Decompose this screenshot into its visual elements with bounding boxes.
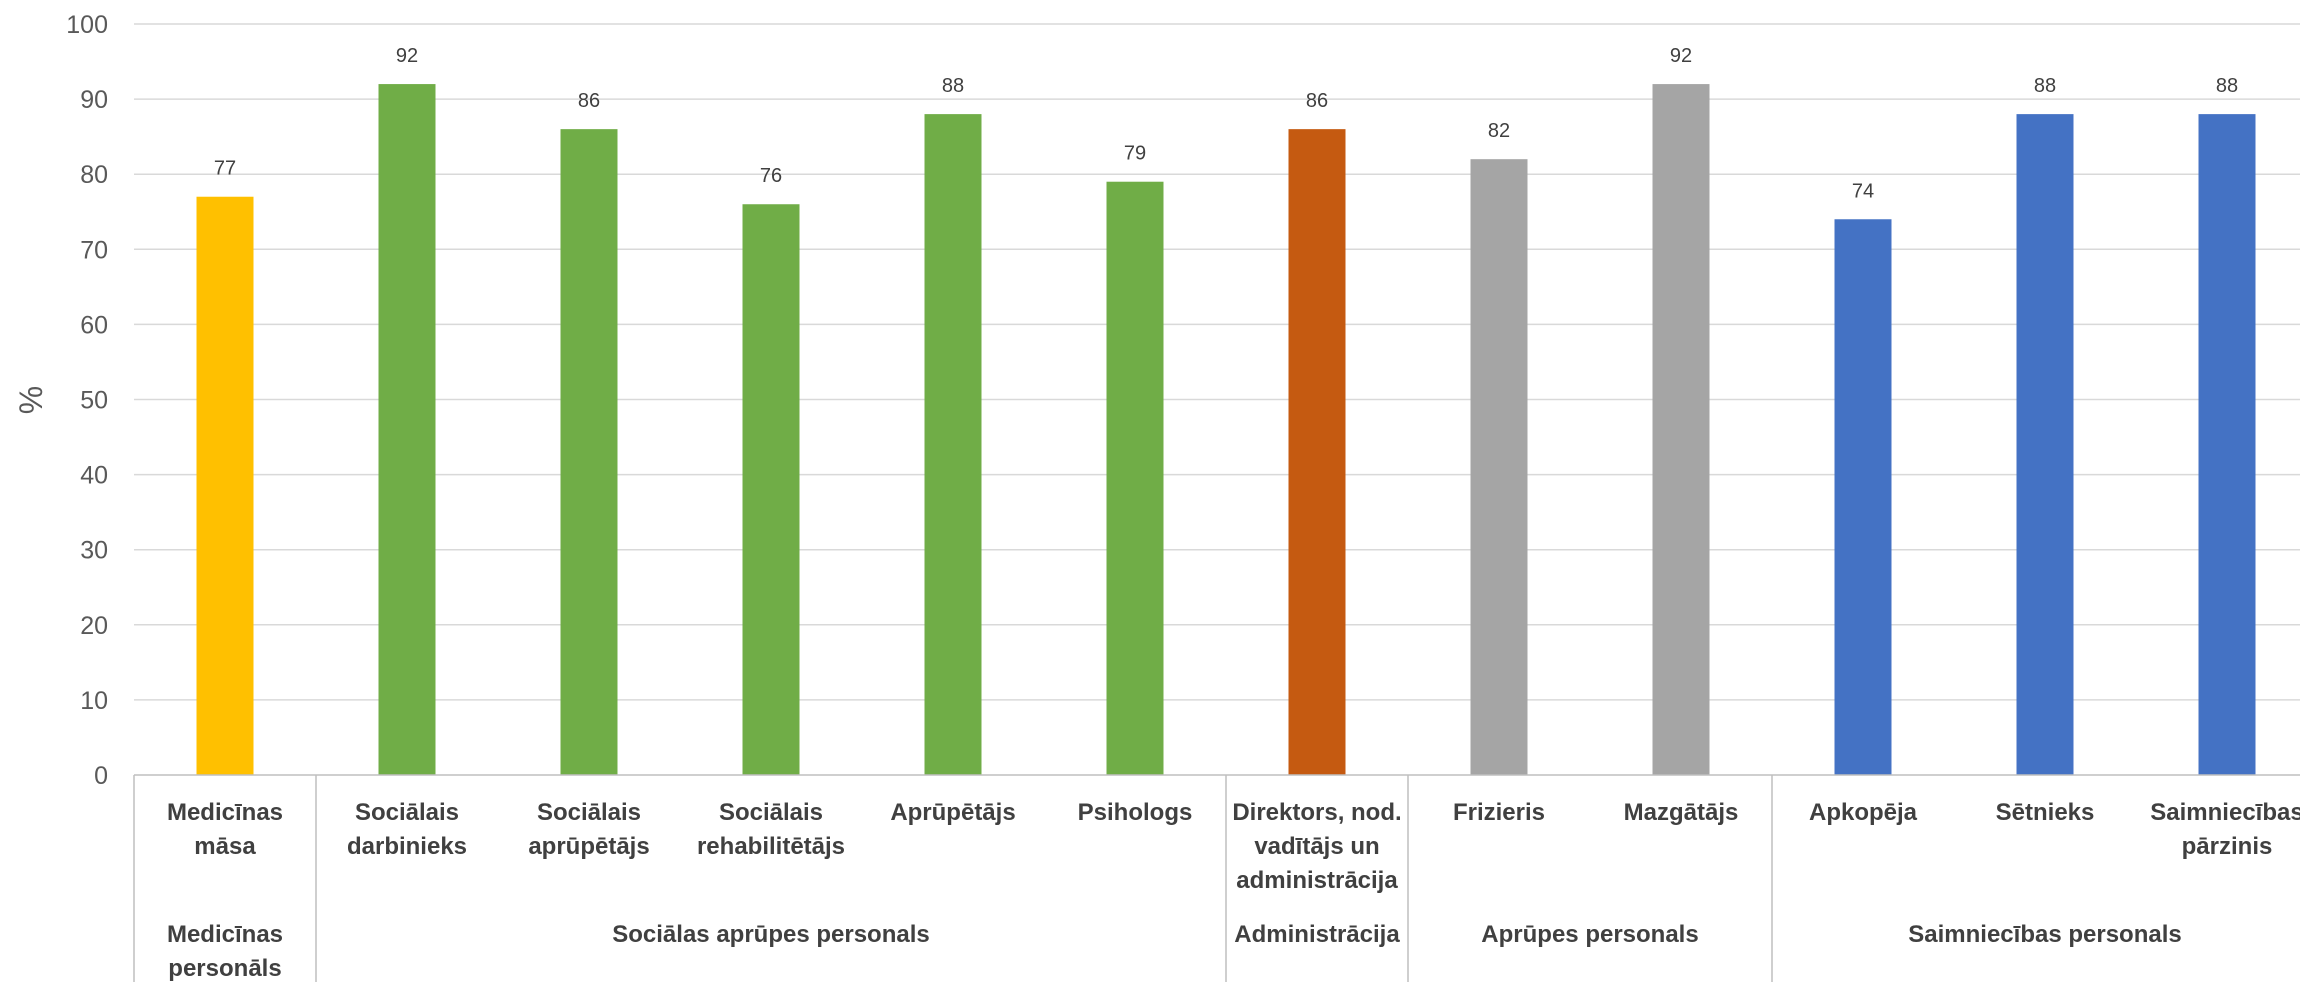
group-label: personāls [168,955,281,982]
category-label: māsa [194,833,256,860]
y-tick-label: 30 [80,537,108,565]
y-tick-label: 40 [80,462,108,490]
category-label: Frizieris [1453,799,1545,826]
y-tick-label: 20 [80,612,108,640]
category-label: Saimniecības [2150,799,2300,826]
data-labels: 77 92 86 76 88 79 86 82 92 74 88 88 [214,45,2238,202]
category-label: Mazgātājs [1624,799,1739,826]
category-axis: Medicīnas māsa Sociālais darbinieks Sociālai… [133,774,2300,982]
bar [2198,114,2256,776]
category-label: Aprūpētājs [890,799,1015,826]
group-label: Saimniecības personals [1908,921,2181,948]
y-tick-label: 100 [66,11,108,39]
data-label: 76 [760,165,782,187]
y-tick-label: 90 [80,86,108,114]
bar [1834,219,1892,775]
bar [924,114,982,776]
data-label: 74 [1852,180,1874,202]
category-label: pārzinis [2182,833,2273,860]
category-label: administrācija [1236,867,1398,894]
category-label: Sociālais [355,799,459,826]
category-label: Sociālais [719,799,823,826]
category-label: rehabilitētājs [697,833,845,860]
category-label: aprūpētājs [528,833,649,860]
category-label: Direktors, nod. [1232,799,1401,826]
y-tick-label: 0 [94,762,108,790]
y-tick-label: 70 [80,236,108,264]
data-label: 92 [396,45,418,67]
data-label: 92 [1670,45,1692,67]
bar [378,84,436,775]
group-label: Sociālas aprūpes personals [612,921,929,948]
category-label: Sociālais [537,799,641,826]
group-label: Aprūpes personals [1481,921,1698,948]
data-label: 88 [942,75,964,97]
bar [1470,159,1528,775]
y-tick-label: 60 [80,311,108,339]
y-tick-label: 50 [80,387,108,415]
data-label: 86 [1306,90,1328,112]
category-label: Psihologs [1078,799,1193,826]
data-label: 82 [1488,120,1510,142]
bar [560,129,618,775]
data-label: 77 [214,158,236,180]
category-label: Sētnieks [1996,799,2095,826]
data-label: 88 [2034,75,2056,97]
bar [1652,84,1710,775]
data-label: 79 [1124,143,1146,165]
bar [196,196,254,776]
gridlines [134,23,2300,701]
data-label: 86 [578,90,600,112]
category-label: Apkopēja [1809,799,1918,826]
y-tick-label: 80 [80,161,108,189]
y-axis-label: % [13,386,49,414]
group-label: Medicīnas [167,921,283,948]
data-label: 88 [2216,75,2238,97]
group-label: Administrācija [1234,921,1400,948]
bar [1288,129,1346,775]
bar [1106,181,1164,775]
bar [2016,114,2074,776]
bars [196,84,2256,776]
y-axis-ticks: 0 10 20 30 40 50 60 70 80 90 100 [66,11,108,790]
y-tick-label: 10 [80,687,108,715]
category-label: darbinieks [347,833,467,860]
category-label: Medicīnas [167,799,283,826]
category-label: vadītājs un [1254,833,1379,860]
bar [742,204,800,776]
